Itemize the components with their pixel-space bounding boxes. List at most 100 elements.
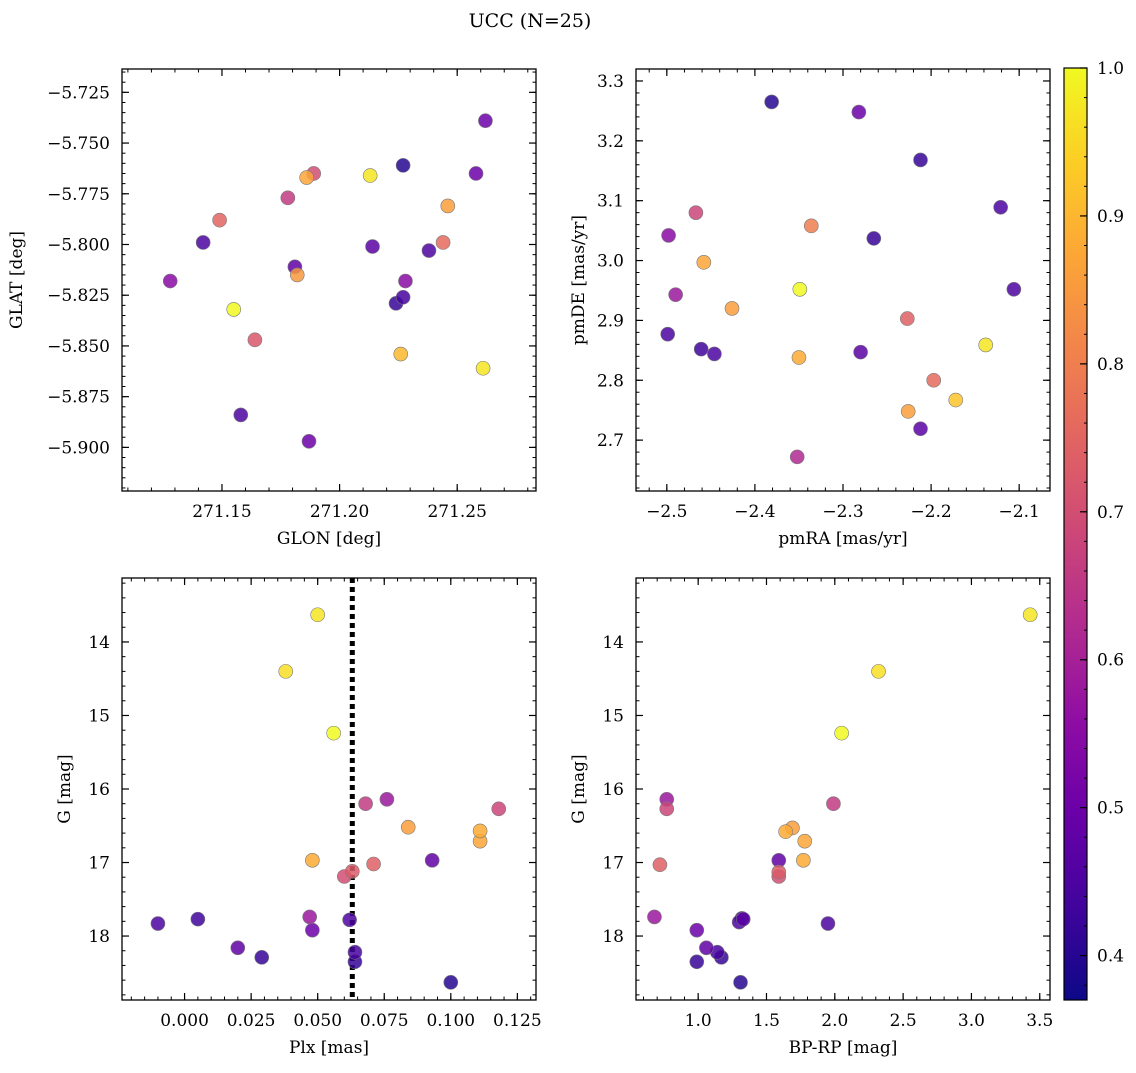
y-tick-label: −5.800 <box>47 235 110 255</box>
sky-position-panel: 271.15 271.20 271.25 −5.725 −5.750 −5.775 −5.8… <box>7 68 537 549</box>
scatter-point <box>1006 281 1022 297</box>
scatter-point <box>247 332 263 348</box>
scatter-point <box>342 912 357 928</box>
scatter-point <box>150 916 166 931</box>
scatter-point <box>162 273 178 289</box>
scatter-point <box>834 725 849 741</box>
plot-frame <box>121 68 537 492</box>
y-axis-label: GLAT [deg] <box>7 231 27 329</box>
scatter-point <box>778 824 793 839</box>
y-axis-label: G [mag] <box>55 754 75 823</box>
scatter-point <box>733 975 748 990</box>
scatter-point <box>226 302 242 317</box>
scatter-point <box>212 212 227 228</box>
y-tick-label: 14 <box>88 633 110 653</box>
y-tick-label: −5.850 <box>47 337 110 357</box>
scatter-point <box>289 267 305 283</box>
x-tick-label: 271.15 <box>192 502 251 522</box>
scatter-point <box>803 218 819 234</box>
scatter-point <box>871 664 886 679</box>
scatter-point <box>1022 607 1038 623</box>
scatter-point <box>468 166 484 181</box>
y-tick-label: 3.2 <box>597 132 624 152</box>
scatter-point <box>443 975 459 990</box>
y-tick-label: −5.900 <box>47 438 110 458</box>
x-tick-label: 0.100 <box>426 1011 475 1031</box>
scatter-point <box>688 205 704 220</box>
scatter-point <box>796 853 811 868</box>
x-axis-label: Plx [mas] <box>289 1038 369 1058</box>
scatter-point <box>791 350 807 365</box>
scatter-point <box>475 360 491 376</box>
scatter-point <box>344 864 360 879</box>
y-tick-label: 2.7 <box>597 431 624 451</box>
x-tick-label: 271.20 <box>310 502 369 522</box>
colorbar-tick-label: 0.4 <box>1097 947 1124 967</box>
scatter-point <box>358 796 373 812</box>
x-tick-label: 271.25 <box>427 502 486 522</box>
colorbar-tick-label: 1.0 <box>1097 59 1124 79</box>
scatter-point <box>792 281 808 297</box>
scatter-point <box>400 819 416 835</box>
scatter-point <box>661 228 676 243</box>
x-tick-label: −2.3 <box>822 502 863 522</box>
y-tick-label: −5.750 <box>47 134 110 154</box>
x-tick-label: 3.5 <box>1026 1011 1053 1031</box>
scatter-point <box>659 801 675 817</box>
x-tick-label: 1.5 <box>753 1011 780 1031</box>
x-axis-label: BP-RP [mag] <box>789 1038 898 1058</box>
y-tick-label: 14 <box>602 633 624 653</box>
scatter-point <box>789 449 805 465</box>
y-tick-label: 3.0 <box>597 252 624 272</box>
x-tick-label: 2.0 <box>821 1011 848 1031</box>
scatter-point <box>647 909 662 925</box>
scatter-point <box>724 301 740 316</box>
scatter-point <box>826 796 841 812</box>
y-tick-label: 16 <box>88 780 110 800</box>
scatter-point <box>302 909 317 925</box>
proper-motion-panel: −2.5 −2.4 −2.3 −2.2 −2.1 2.7 2.8 2.9 3.0 3.1 3.2 3.… <box>569 68 1051 549</box>
scatter-point <box>900 404 916 419</box>
y-tick-label: 15 <box>602 706 624 726</box>
x-tick-label: 0.075 <box>360 1011 409 1031</box>
scatter-point <box>699 940 714 956</box>
scatter-point <box>233 407 249 423</box>
scatter-point <box>660 326 676 342</box>
x-tick-label: 0.125 <box>493 1011 542 1031</box>
colorbar-tick-label: 0.7 <box>1097 503 1124 523</box>
x-tick-label: 3.0 <box>958 1011 985 1031</box>
scatter-point <box>735 911 751 927</box>
y-tick-label: 17 <box>602 854 624 874</box>
scatter-point <box>689 954 705 970</box>
scatter-point <box>993 199 1008 215</box>
scatter-point <box>913 152 928 168</box>
plot-frame <box>635 577 1051 1001</box>
x-tick-label: 0.025 <box>227 1011 276 1031</box>
scatter-point <box>299 170 314 185</box>
scatter-point <box>948 392 964 408</box>
x-tick-label: −2.2 <box>910 502 951 522</box>
colorbar-tick-label: 0.9 <box>1097 207 1124 227</box>
x-tick-label: −2.1 <box>999 502 1040 522</box>
x-tick-label: 0.050 <box>293 1011 342 1031</box>
scatter-point <box>693 341 709 357</box>
scatter-point <box>913 421 928 437</box>
x-tick-label: 2.5 <box>890 1011 917 1031</box>
scatter-point <box>820 916 836 931</box>
plot-frame <box>121 577 537 1001</box>
y-tick-label: 3.1 <box>597 192 624 212</box>
scatter-point <box>190 911 206 927</box>
scatter-point <box>280 190 296 206</box>
scatter-point <box>366 856 381 872</box>
x-tick-label: −2.4 <box>734 502 775 522</box>
scatter-point <box>853 344 868 360</box>
scatter-point <box>230 940 246 956</box>
scatter-point <box>926 372 942 388</box>
x-tick-label: −2.5 <box>646 502 687 522</box>
scatter-point <box>421 243 437 258</box>
scatter-point <box>440 198 456 214</box>
scatter-point <box>347 944 363 960</box>
scatter-point <box>491 801 507 817</box>
scatter-point <box>797 833 813 849</box>
